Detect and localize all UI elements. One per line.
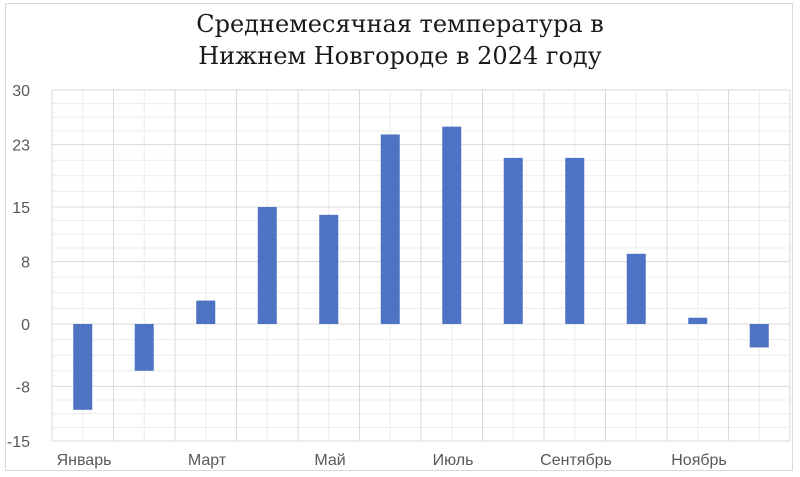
bar-Август — [503, 157, 523, 324]
x-tick-label: Ноябрь — [671, 452, 727, 469]
bar-Апрель — [257, 207, 277, 324]
y-axis-tick-labels: 30 23 15 8 0 -8 -15 — [7, 83, 30, 451]
x-tick-label: Май — [314, 452, 345, 469]
bar-Январь — [73, 324, 93, 410]
bar-Июнь — [380, 134, 400, 324]
x-tick-label: Сентябрь — [540, 452, 612, 469]
x-axis-tick-labels: Январь Март Май Июль Сентябрь Ноябрь — [57, 452, 727, 469]
bar-Июль — [442, 126, 462, 324]
bar-Май — [319, 214, 339, 324]
y-tick-label: -8 — [16, 379, 30, 396]
y-tick-label: 0 — [21, 317, 30, 334]
chart-title: Среднемесячная температура в Нижнем Новг… — [0, 8, 800, 72]
bar-series — [73, 126, 769, 410]
y-tick-label: 23 — [12, 138, 30, 155]
major-gridlines — [51, 89, 791, 442]
bar-Декабрь — [749, 324, 769, 348]
x-tick-label: Июль — [433, 452, 474, 469]
y-tick-label: 15 — [12, 200, 30, 217]
y-tick-label: 30 — [12, 83, 30, 100]
x-tick-label: Январь — [57, 452, 112, 469]
chart-title-line-1: Среднемесячная температура в — [196, 10, 604, 38]
y-tick-label: -15 — [7, 434, 30, 451]
y-tick-label: 8 — [21, 255, 30, 272]
bar-Февраль — [134, 324, 154, 371]
bar-Октябрь — [626, 253, 646, 324]
bar-Сентябрь — [565, 157, 585, 324]
bar-Март — [196, 300, 216, 324]
bar-Ноябрь — [688, 317, 708, 324]
x-tick-label: Март — [188, 452, 227, 469]
chart-title-line-2: Нижнем Новгороде в 2024 году — [198, 42, 602, 70]
